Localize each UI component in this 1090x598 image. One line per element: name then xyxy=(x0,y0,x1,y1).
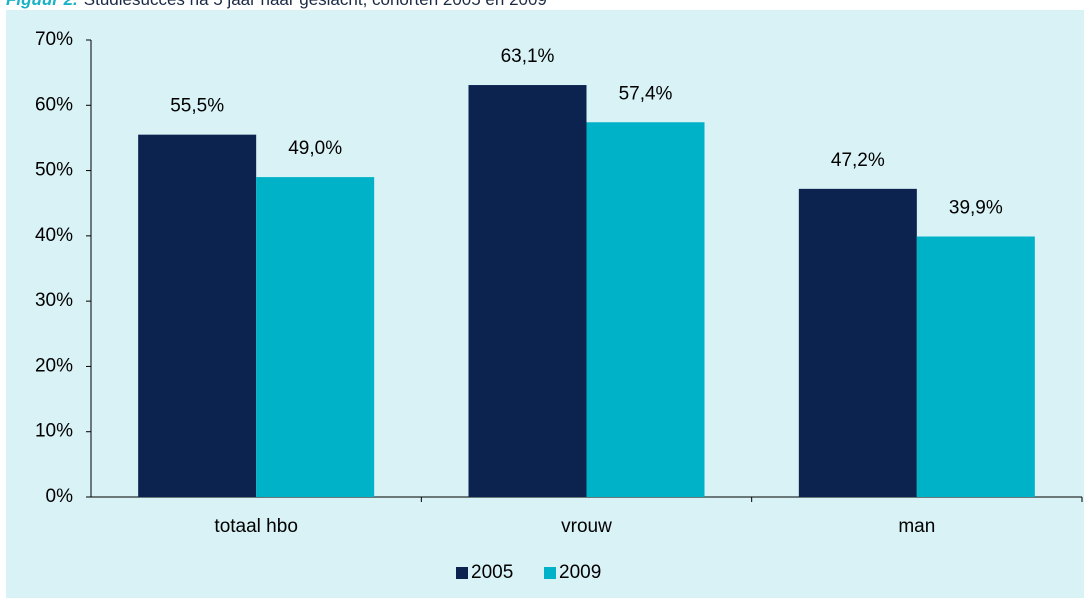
figure-caption-text: Studiesucces na 5 jaar naar geslacht, co… xyxy=(84,0,547,9)
y-tick-label: 0% xyxy=(46,486,74,507)
chart-panel: 0% 10% 20% 30% 40% 50% 60% 70% 55,5% 49,0% totaal … xyxy=(6,10,1084,598)
x-tick-label: man xyxy=(898,516,935,537)
y-tick-label: 50% xyxy=(35,160,73,181)
bar-2005 xyxy=(798,188,917,497)
legend-label-2009: 2009 xyxy=(559,562,601,583)
legend-swatch-2005 xyxy=(456,567,468,579)
y-tick-label: 20% xyxy=(35,355,73,376)
legend-label-2005: 2005 xyxy=(471,562,513,583)
y-tick-label: 40% xyxy=(35,225,73,246)
data-label: 47,2% xyxy=(831,150,885,171)
figure-label: Figuur 2. xyxy=(6,0,78,9)
y-tick-label: 60% xyxy=(35,94,73,115)
figure-caption: Figuur 2. Studiesucces na 5 jaar naar ges… xyxy=(6,0,547,9)
x-tick-label: totaal hbo xyxy=(214,516,297,537)
legend-swatch-2009 xyxy=(544,567,556,579)
x-tick-label: vrouw xyxy=(561,516,612,537)
data-label: 39,9% xyxy=(949,198,1003,219)
data-label: 55,5% xyxy=(170,96,224,117)
data-label: 49,0% xyxy=(288,138,342,159)
data-label: 63,1% xyxy=(501,46,555,67)
bar-2005 xyxy=(468,85,587,497)
y-tick-label: 10% xyxy=(35,421,73,442)
bar-2005 xyxy=(138,134,257,497)
bar-2009 xyxy=(916,236,1035,497)
y-tick-label: 30% xyxy=(35,290,73,311)
data-label: 57,4% xyxy=(619,83,673,104)
bar-chart: 0% 10% 20% 30% 40% 50% 60% 70% 55,5% 49,0% totaal … xyxy=(35,29,1083,583)
bar-2009 xyxy=(256,177,375,497)
y-tick-label: 70% xyxy=(35,29,73,50)
bar-2009 xyxy=(586,122,705,497)
